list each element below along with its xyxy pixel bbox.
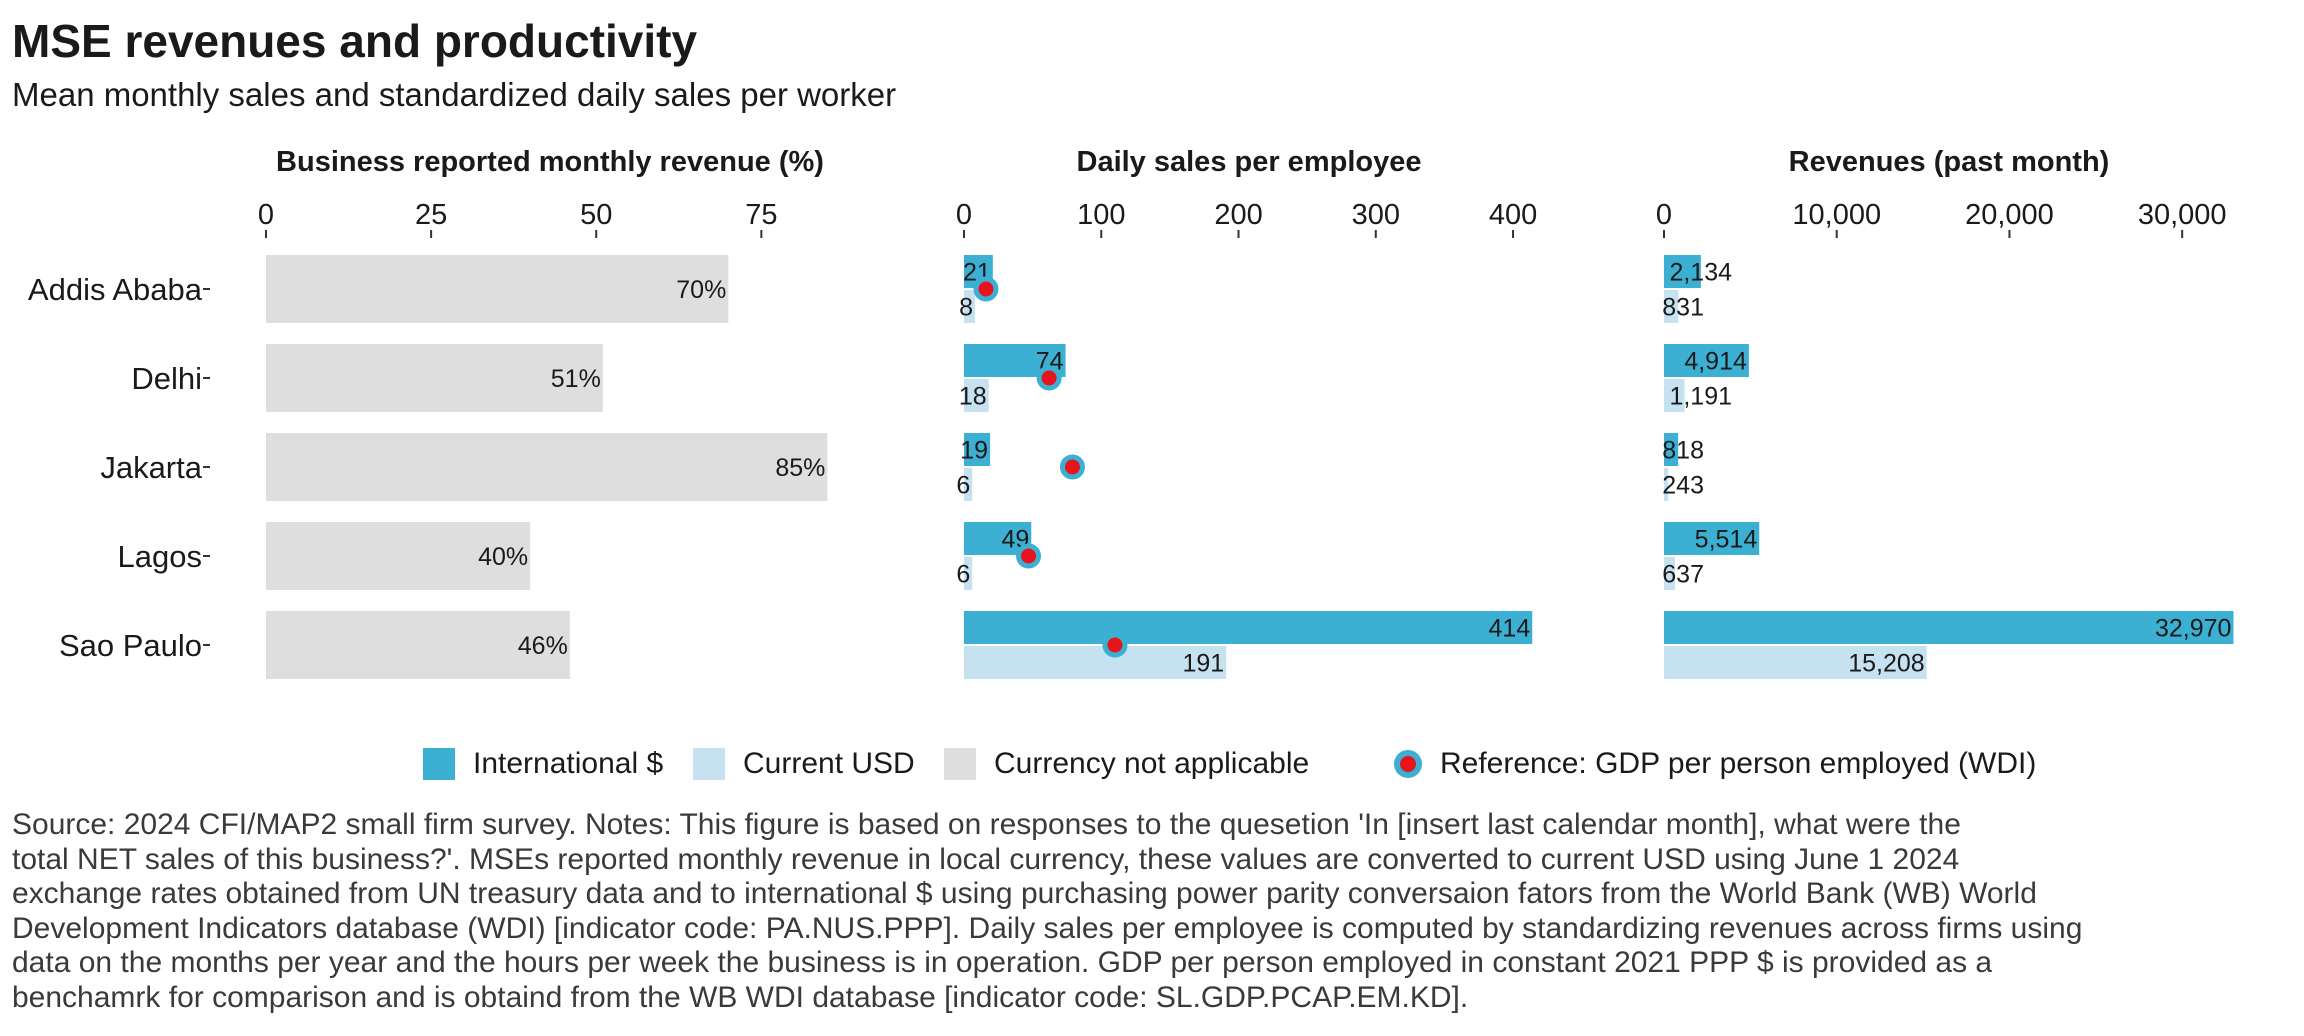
category-label-jakarta: Jakarta [100,450,202,485]
legend-item-current-usd: Current USD [693,742,915,786]
data-label-p1-currency-not-applicable-sao-paulo: 46% [518,632,568,660]
panel-title-1: Business reported monthly revenue (%) [276,146,824,178]
panel-title-2: Daily sales per employee [1077,146,1422,178]
x-tick-label-p2-4: 400 [1489,199,1537,231]
bar-p3-international-lagos [1664,522,1760,555]
data-label-p3-current-usd-delhi: 1,191 [1669,383,1732,411]
page-subtitle: Mean monthly sales and standardized dail… [12,76,897,113]
reference-dot-delhi [1036,365,1062,391]
bar-p1-currency-not-applicable-addis-ababa [266,255,729,323]
x-tick-label-p1-2: 50 [580,199,612,231]
bar-p3-current-usd-lagos [1664,557,1676,590]
reference-dot-addis-ababa [973,276,999,302]
category-label-delhi: Delhi [131,361,202,396]
bar-p3-international-delhi [1664,344,1749,377]
bar-p3-current-usd-jakarta [1664,468,1669,501]
bar-p3-international-jakarta [1664,433,1679,466]
x-tick-label-p1-3: 75 [745,199,777,231]
legend-label-international: International $ [473,747,664,780]
bar-p2-current-usd-jakarta [964,468,973,501]
bar-p2-current-usd-delhi [964,379,989,412]
reference-dot-jakarta [1059,454,1085,480]
bar-p3-international-addis-ababa [1664,255,1701,288]
legend-reference-dot [1394,750,1422,778]
x-tick-label-p3-3: 30,000 [2138,199,2227,231]
x-tick-label-p1-1: 25 [415,199,447,231]
data-label-p2-current-usd-addis-ababa: 8 [959,294,973,322]
legend-label-current-usd: Current USD [743,747,915,780]
x-tick-label-p2-2: 200 [1214,199,1262,231]
bar-p1-currency-not-applicable-jakarta [266,433,828,501]
data-label-p1-currency-not-applicable-lagos: 40% [478,543,528,571]
bar-p2-current-usd-sao-paulo [964,646,1227,679]
data-label-p1-currency-not-applicable-addis-ababa: 70% [676,276,726,304]
data-label-p3-international-lagos: 5,514 [1695,526,1758,554]
data-label-p3-current-usd-sao-paulo: 15,208 [1848,650,1924,678]
data-label-p3-international-sao-paulo: 32,970 [2155,615,2231,643]
category-label-sao-paulo: Sao Paulo [59,628,202,663]
data-label-p3-current-usd-addis-ababa: 831 [1662,294,1704,322]
legend-item-international: International $ [423,742,663,786]
data-label-p2-current-usd-sao-paulo: 191 [1182,650,1224,678]
data-label-p3-international-jakarta: 818 [1662,437,1704,465]
bar-p2-international-jakarta [964,433,991,466]
data-label-p1-currency-not-applicable-jakarta: 85% [775,454,825,482]
data-label-p2-international-sao-paulo: 414 [1489,615,1531,643]
data-label-p2-international-jakarta: 19 [960,437,988,465]
bar-p1-currency-not-applicable-sao-paulo [266,611,570,679]
x-tick-label-p1-0: 0 [258,199,274,231]
bar-p3-current-usd-delhi [1664,379,1685,412]
legend-swatch-current-usd [693,748,725,780]
legend-item-reference: Reference: GDP per person employed (WDI) [1394,742,2036,786]
legend: International $ Current USD Currency not… [0,742,2304,786]
bar-p1-currency-not-applicable-delhi [266,344,603,412]
x-tick-label-p2-3: 300 [1352,199,1400,231]
chart-area: Addis Ababa Delhi Jakarta Lagos Sao Paulo Bus… [28,146,2234,679]
reference-dot-sao-paulo [1102,632,1128,658]
x-tick-label-p3-2: 20,000 [1965,199,2054,231]
data-label-p3-international-addis-ababa: 2,134 [1669,259,1732,287]
data-label-p2-current-usd-jakarta: 6 [956,472,970,500]
data-label-p3-current-usd-lagos: 637 [1662,561,1704,589]
data-label-p2-current-usd-delhi: 18 [959,383,987,411]
bar-p3-current-usd-addis-ababa [1664,290,1679,323]
x-tick-label-p3-0: 0 [1656,199,1672,231]
page-title: MSE revenues and productivity [12,15,698,67]
panel-title-3: Revenues (past month) [1789,146,2110,178]
bar-p3-current-usd-sao-paulo [1664,646,1927,679]
x-tick-label-p3-1: 10,000 [1792,199,1881,231]
x-tick-label-p2-1: 100 [1077,199,1125,231]
legend-label-not-applicable: Currency not applicable [994,747,1310,780]
bar-p2-current-usd-lagos [964,557,973,590]
data-label-p2-current-usd-lagos: 6 [956,561,970,589]
legend-swatch-international [423,748,455,780]
data-label-p3-current-usd-jakarta: 243 [1662,472,1704,500]
data-label-p1-currency-not-applicable-delhi: 51% [551,365,601,393]
legend-label-reference: Reference: GDP per person employed (WDI) [1440,747,2037,780]
reference-dot-lagos [1016,543,1042,569]
bar-p1-currency-not-applicable-lagos [266,522,531,590]
source-note: Source: 2024 CFI/MAP2 small firm survey.… [12,808,2083,1014]
bar-p2-current-usd-addis-ababa [964,290,975,323]
bar-p2-international-sao-paulo [964,611,1533,644]
bar-p3-international-sao-paulo [1664,611,2234,644]
legend-item-not-applicable: Currency not applicable [944,742,1309,786]
category-label-lagos: Lagos [118,539,202,574]
data-label-p3-international-delhi: 4,914 [1684,348,1747,376]
category-label-addis-ababa: Addis Ababa [28,272,203,307]
x-tick-label-p2-0: 0 [956,199,972,231]
legend-swatch-not-applicable [944,748,976,780]
